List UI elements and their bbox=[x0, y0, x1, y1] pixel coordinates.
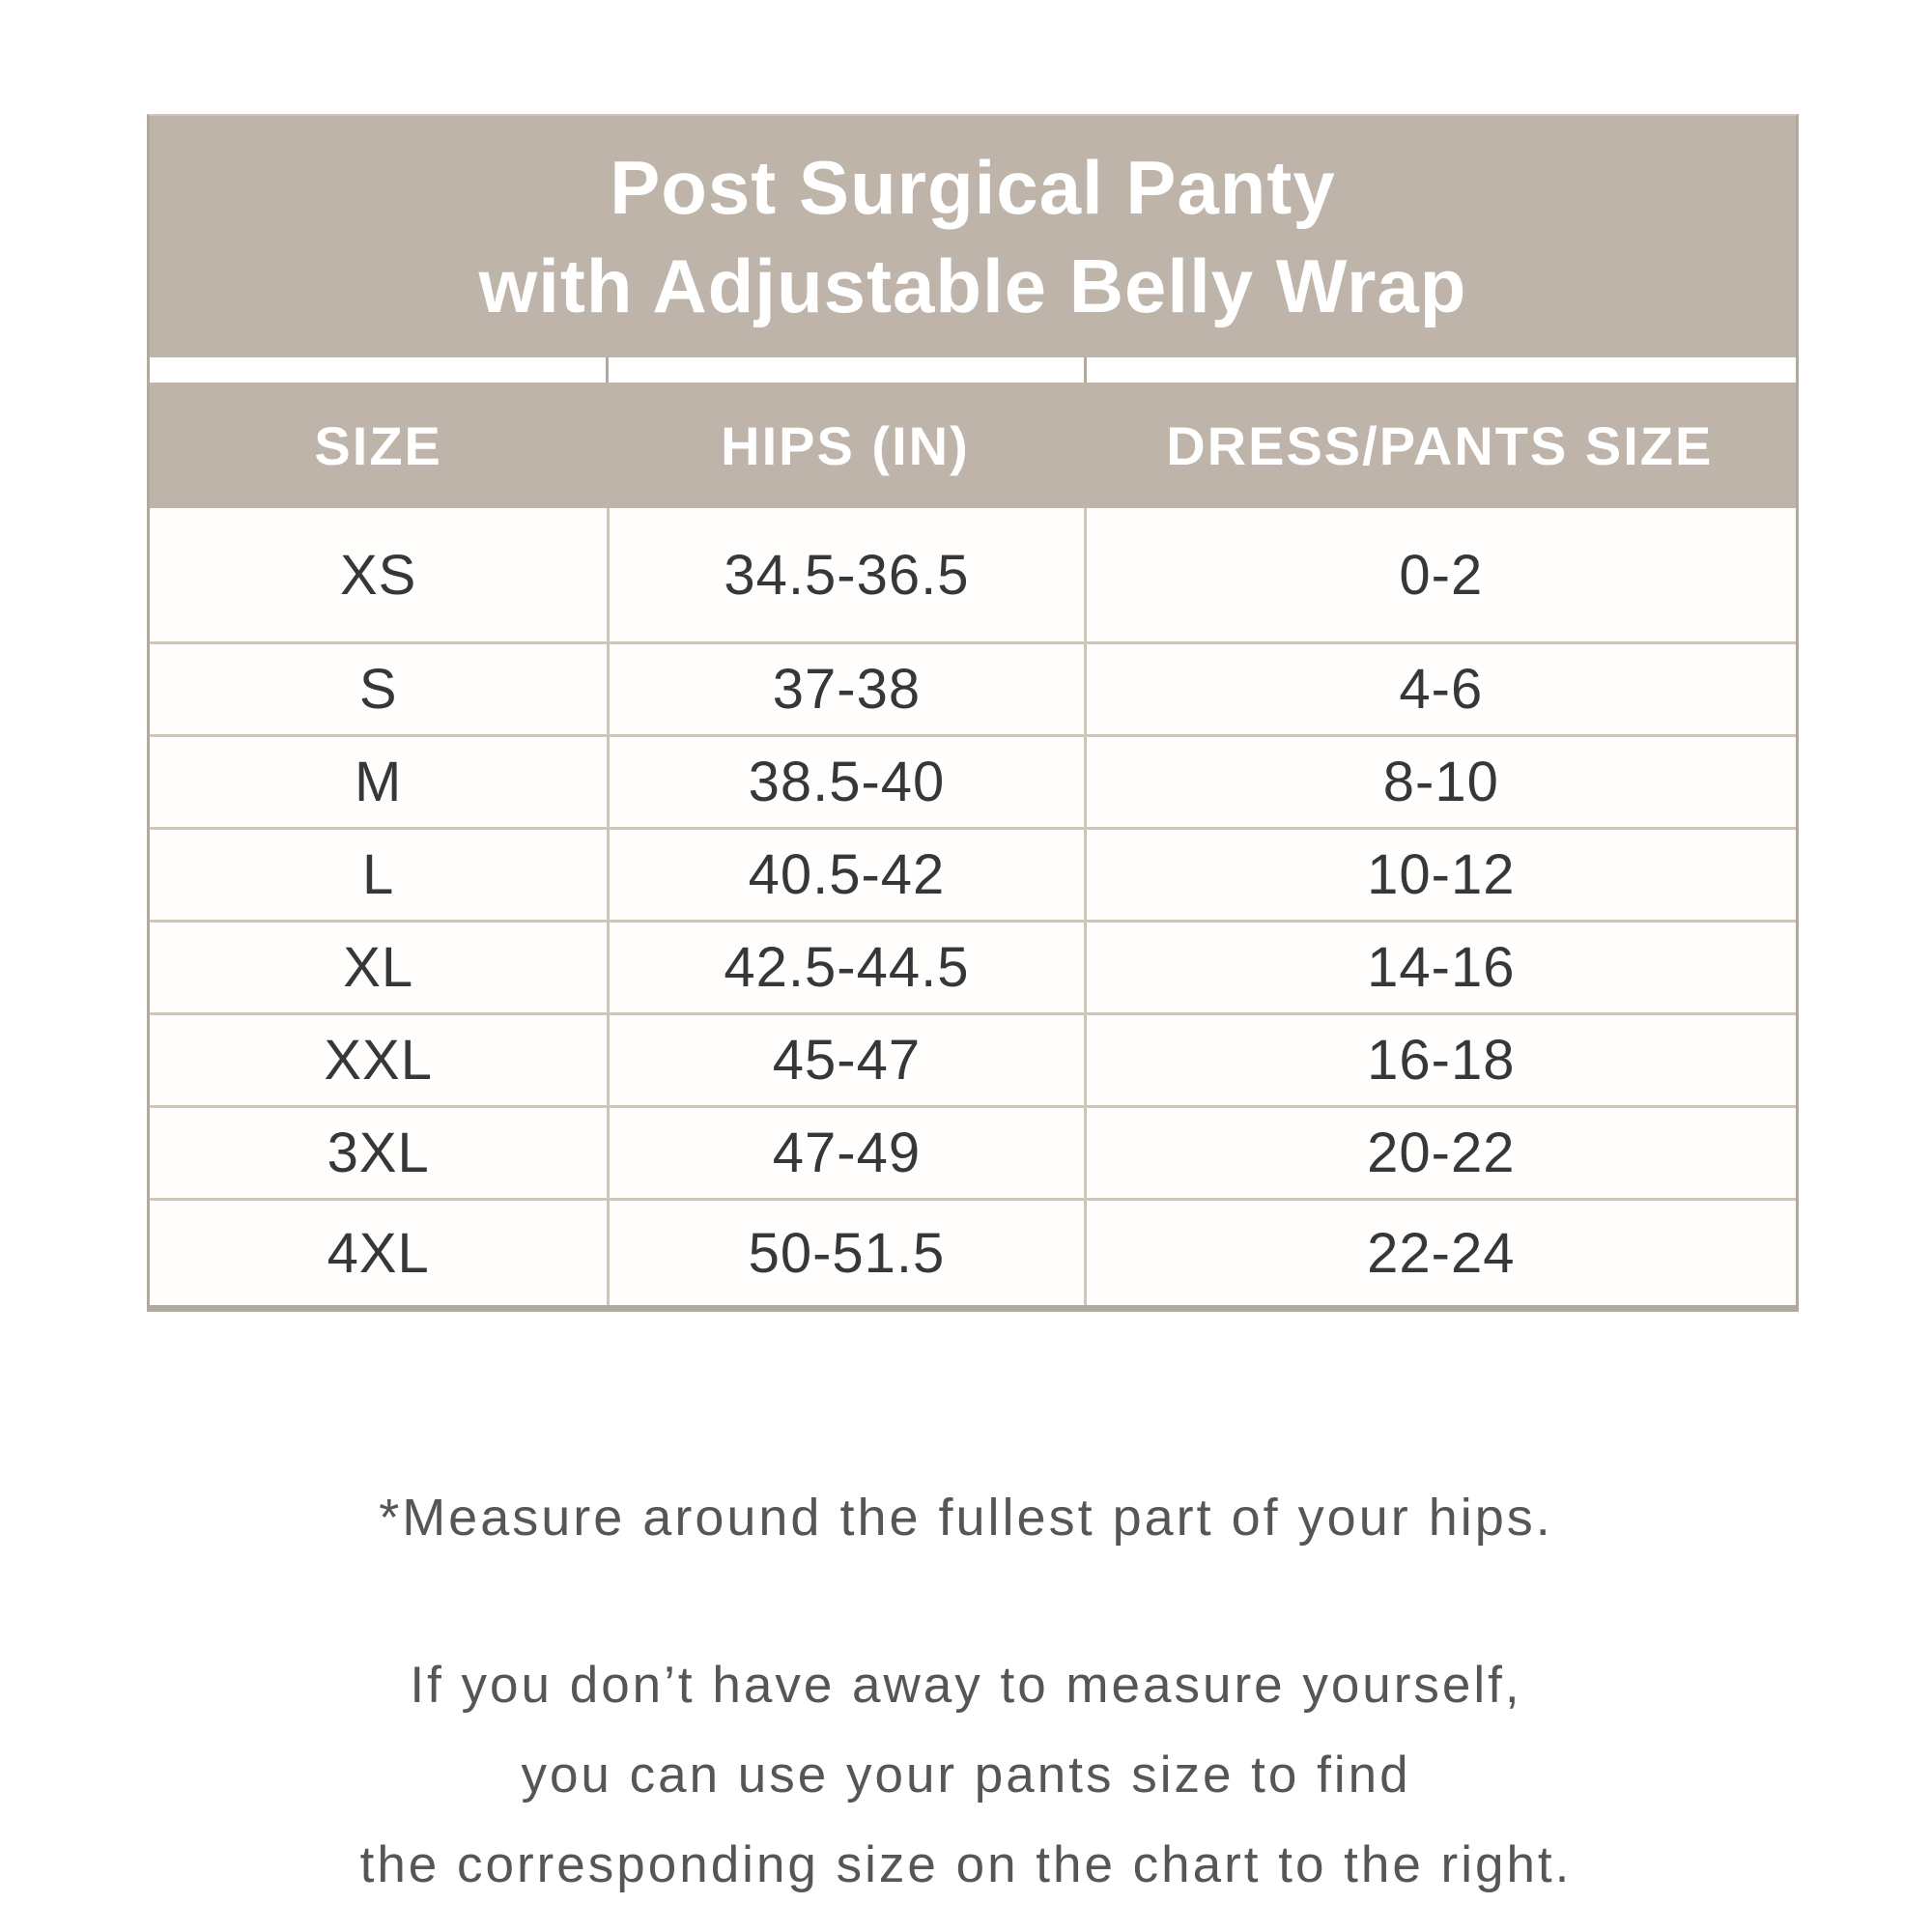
size-cell: 3XL bbox=[327, 1122, 430, 1184]
size-cell: XXL bbox=[324, 1029, 433, 1092]
size-cell: XS bbox=[339, 543, 417, 607]
column-header-size: SIZE bbox=[314, 414, 442, 476]
dress-cell: 10-12 bbox=[1083, 830, 1796, 920]
hips-cell: 47-49 bbox=[607, 1108, 1083, 1198]
table-row: L 40.5-42 10-12 bbox=[150, 827, 1796, 920]
dress-cell: 16-18 bbox=[1083, 1015, 1796, 1105]
footer-notes: *Measure around the fullest part of your… bbox=[0, 1488, 1932, 1910]
table-row: XS 34.5-36.5 0-2 bbox=[150, 508, 1796, 641]
title-header-divider-strip bbox=[150, 357, 1796, 383]
hips-cell: 50-51.5 bbox=[607, 1201, 1083, 1305]
table-row: 4XL 50-51.5 22-24 bbox=[150, 1198, 1796, 1305]
size-cell: 4XL bbox=[327, 1221, 430, 1285]
column-header-hips: HIPS (IN) bbox=[721, 414, 970, 476]
column-header-dress-pants: DRESS/PANTS SIZE bbox=[1166, 414, 1714, 476]
table-header-row: SIZE HIPS (IN) DRESS/PANTS SIZE bbox=[150, 383, 1796, 508]
table-body: XS 34.5-36.5 0-2 S 37-38 4-6 M 38.5-40 8… bbox=[150, 508, 1796, 1305]
instruction-line-3: the corresponding size on the chart to t… bbox=[359, 1836, 1573, 1893]
table-row: XXL 45-47 16-18 bbox=[150, 1012, 1796, 1105]
hips-cell: 38.5-40 bbox=[607, 737, 1083, 827]
chart-title-line-2: with Adjustable Belly Wrap bbox=[478, 243, 1467, 328]
size-cell: S bbox=[358, 658, 398, 721]
dress-cell: 14-16 bbox=[1083, 923, 1796, 1012]
dress-cell: 20-22 bbox=[1083, 1108, 1796, 1198]
hips-cell: 45-47 bbox=[607, 1015, 1083, 1105]
chart-title-block: Post Surgical Panty with Adjustable Bell… bbox=[150, 116, 1796, 357]
table-row: 3XL 47-49 20-22 bbox=[150, 1105, 1796, 1198]
dress-cell: 22-24 bbox=[1083, 1201, 1796, 1305]
column-divider-line bbox=[606, 357, 609, 383]
dress-cell: 4-6 bbox=[1083, 644, 1796, 734]
hips-cell: 34.5-36.5 bbox=[607, 508, 1083, 641]
measure-footnote: *Measure around the fullest part of your… bbox=[379, 1489, 1553, 1547]
hips-cell: 37-38 bbox=[607, 644, 1083, 734]
hips-cell: 42.5-44.5 bbox=[607, 923, 1083, 1012]
instruction-line-2: you can use your pants size to find bbox=[521, 1747, 1411, 1804]
column-divider-line bbox=[1084, 357, 1087, 383]
dress-cell: 8-10 bbox=[1083, 737, 1796, 827]
table-row: XL 42.5-44.5 14-16 bbox=[150, 920, 1796, 1012]
size-chart-table: Post Surgical Panty with Adjustable Bell… bbox=[147, 114, 1799, 1312]
dress-cell: 0-2 bbox=[1083, 508, 1796, 641]
table-row: M 38.5-40 8-10 bbox=[150, 734, 1796, 827]
table-row: S 37-38 4-6 bbox=[150, 641, 1796, 734]
size-cell: L bbox=[362, 843, 395, 906]
size-cell: XL bbox=[343, 936, 414, 999]
chart-title-line-1: Post Surgical Panty bbox=[610, 145, 1336, 230]
size-cell: M bbox=[355, 751, 403, 813]
hips-cell: 40.5-42 bbox=[607, 830, 1083, 920]
instruction-line-1: If you don’t have away to measure yourse… bbox=[410, 1657, 1522, 1714]
